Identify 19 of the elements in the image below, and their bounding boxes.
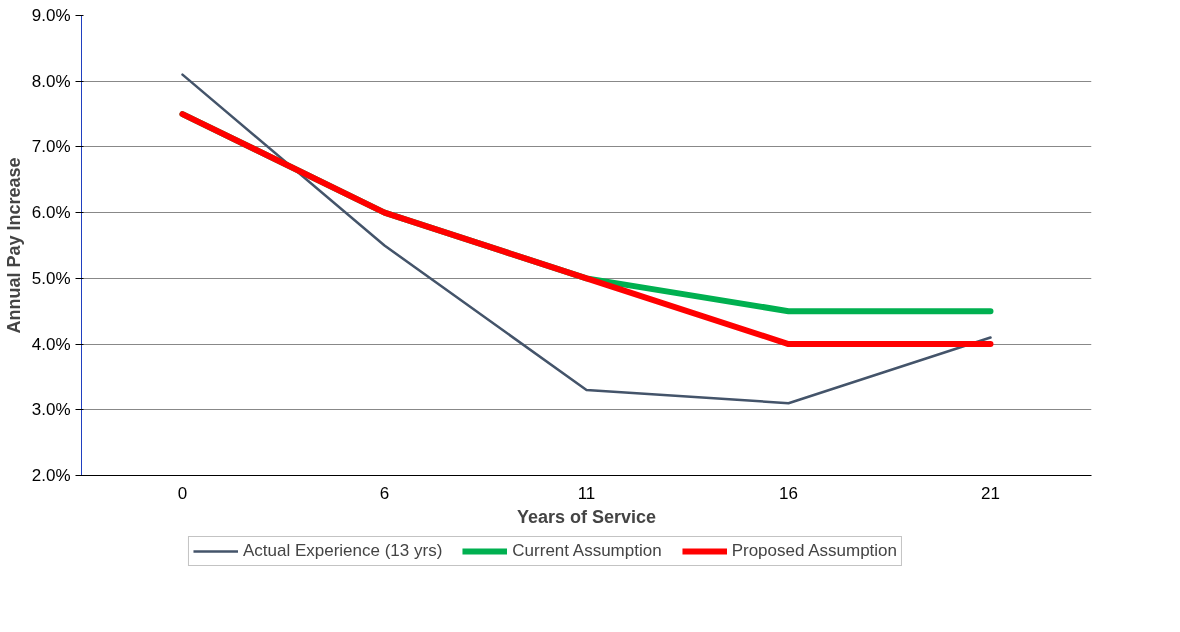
y-tick-label: 8.0% [31, 71, 71, 91]
x-tick-label: 0 [177, 483, 188, 503]
x-tick-label: 21 [981, 483, 1000, 503]
y-tick-label: 4.0% [31, 334, 71, 354]
x-tick-label: 11 [577, 483, 596, 503]
y-tick-label: 5.0% [31, 268, 71, 288]
y-tick-label: 9.0% [31, 6, 71, 25]
x-tick-label: 6 [379, 483, 390, 503]
y-tick-label: 3.0% [31, 400, 71, 420]
legend-label: Proposed Assumption [731, 541, 898, 561]
y-tick-label: 7.0% [31, 137, 71, 157]
x-tick-label: 16 [779, 483, 798, 503]
y-tick-label: 6.0% [31, 203, 71, 223]
legend-label: Current Assumption [512, 541, 662, 561]
y-axis-title: Annual Pay Increase [3, 157, 24, 334]
x-axis-title: Years of Service [516, 506, 657, 527]
line-series [181, 73, 992, 405]
legend-label: Actual Experience (13 yrs) [242, 541, 443, 561]
y-tick-label: 2.0% [31, 466, 71, 485]
